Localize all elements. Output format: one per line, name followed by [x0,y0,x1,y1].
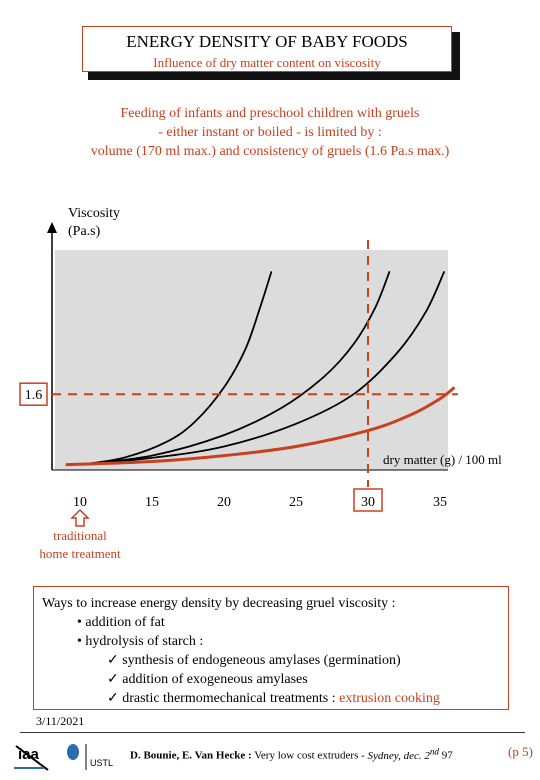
credits-venue-sup: nd [429,746,439,756]
x-axis-label: dry matter (g) / 100 ml [383,452,502,467]
ustl-logo-emblem [67,744,79,760]
credits-venue: Sydney, dec. 2nd [367,746,439,762]
threshold-label-box: 1.6 [19,382,48,406]
x-tick-label-30: 30 [361,495,375,510]
intro-line-1: Feeding of infants and preschool childre… [120,106,420,121]
page-number: (p 5) [508,744,533,759]
series-line-3 [79,270,446,466]
viscosity-chart: Viscosity (Pa.s) dry matter (g) / 100 ml… [19,206,502,561]
series-line-2 [79,271,391,466]
credits: D. Bounie, E. Van Hecke : Very low cost … [130,746,453,762]
up-arrow-icon [70,508,90,527]
ways-title: Ways to increase energy density by decre… [42,596,396,611]
credits-authors: D. Bounie, E. Van Hecke : [130,749,252,762]
threshold-label: 1.6 [25,388,43,403]
credits-venue-text: Sydney, dec. 2 [367,749,430,762]
ways-check-amylases: ✓ addition of exogeneous amylases [107,672,308,687]
date-label: 3/11/2021 [36,714,85,728]
ways-bullet-hydrolysis: • hydrolysis of starch : [77,634,204,649]
ustl-logo-text: USTL [90,758,113,768]
x-tick-label-35: 35 [433,495,447,510]
ways-check-extrusion: ✓ drastic thermomechanical treatments : … [42,689,500,708]
traditional-label-line-2: home treatment [39,546,121,561]
ways-check-germination: ✓ synthesis of endogeneous amylases (ger… [107,653,401,668]
y-axis-label-line-1: Viscosity [68,206,120,221]
footer-divider [20,732,525,733]
credits-title: Very low cost extruders - [251,749,368,762]
series-group [65,270,456,467]
x-tick-box-30 [353,488,383,512]
extrusion-cooking-highlight: extrusion cooking [339,691,440,706]
y-axis-arrow [47,222,57,233]
traditional-label-line-1: traditional [53,528,107,543]
x-tick-label-20: 20 [217,495,231,510]
title-box: ENERGY DENSITY OF BABY FOODS Influence o… [82,26,452,72]
credits-year: 97 [439,749,453,762]
series-line-4 [65,386,456,467]
x-tick-label-25: 25 [289,495,303,510]
intro-line-2: - either instant or boiled - is limited … [158,125,382,140]
intro-text: Feeding of infants and preschool childre… [20,104,520,161]
intro-line-3: volume (170 ml max.) and consistency of … [90,144,450,159]
series-line-1 [79,271,273,466]
x-tick-labels: 10 15 20 25 30 35 [73,488,447,512]
page-subtitle: Influence of dry matter content on visco… [153,55,381,70]
ways-check-extrusion-text: ✓ drastic thermomechanical treatments : [107,691,340,706]
iaa-logo: iaa [14,745,49,771]
plot-background [55,250,448,470]
ustl-logo: USTL [67,744,113,770]
iaa-logo-stroke [15,745,49,771]
page-title: ENERGY DENSITY OF BABY FOODS [126,32,408,51]
threshold-label-frame [19,382,48,406]
ways-box: Ways to increase energy density by decre… [33,586,509,710]
y-axis-label-line-2: (Pa.s) [68,224,101,239]
ways-bullet-fat: • addition of fat [77,615,165,630]
x-tick-label-15: 15 [145,495,159,510]
x-tick-label-10: 10 [73,495,87,510]
